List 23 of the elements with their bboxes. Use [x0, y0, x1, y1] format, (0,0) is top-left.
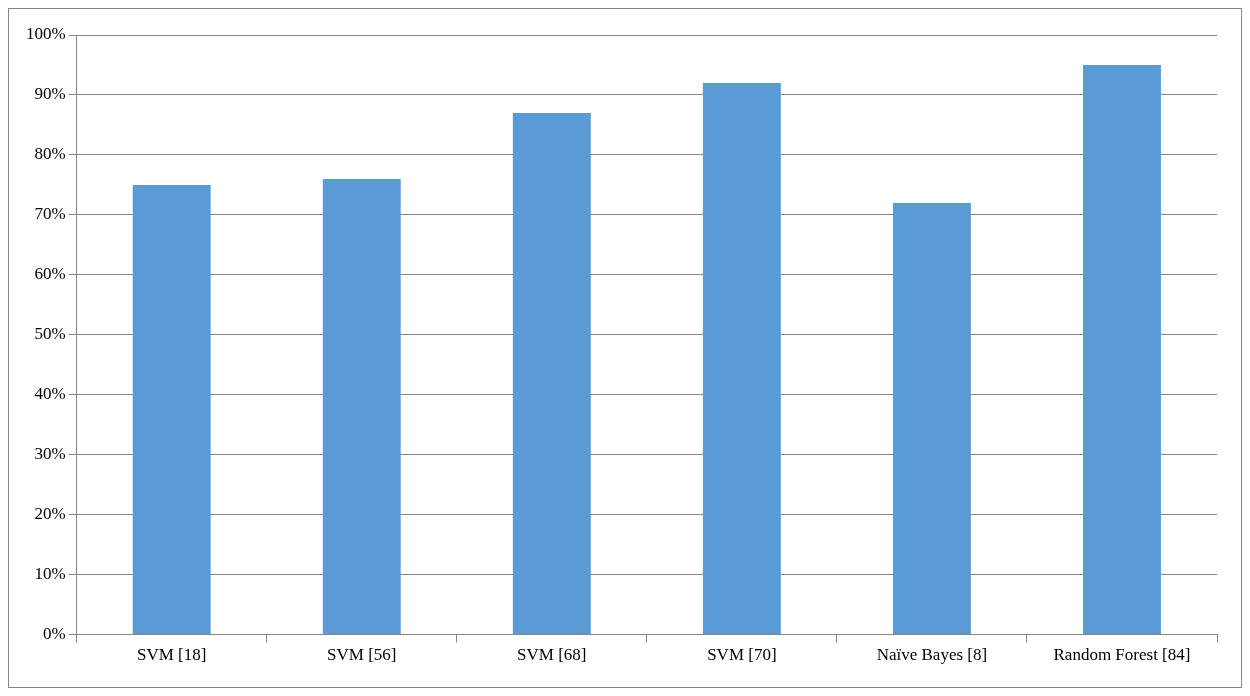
bar — [322, 178, 401, 635]
x-tick-label: SVM [68] — [517, 645, 587, 665]
x-tick-label: Random Forest [84] — [1053, 645, 1191, 665]
y-tick-label: 20% — [34, 504, 66, 524]
x-tick-label: SVM [56] — [327, 645, 397, 665]
y-tick-label: 100% — [25, 24, 66, 44]
y-tick-label: 10% — [34, 564, 66, 584]
x-tick-label: Naïve Bayes [8] — [876, 645, 988, 665]
bar — [892, 202, 971, 635]
bar — [512, 112, 591, 635]
y-tick-label: 80% — [34, 144, 66, 164]
bar — [702, 82, 781, 635]
x-tick-label: SVM [18] — [136, 645, 207, 665]
y-tick-label: 90% — [34, 84, 66, 104]
y-tick-label: 60% — [34, 264, 66, 284]
y-tick-label: 50% — [34, 324, 66, 344]
bar — [1083, 64, 1161, 635]
y-tick-label: 30% — [34, 444, 66, 464]
y-tick-label: 0% — [42, 624, 66, 644]
bar — [132, 184, 211, 635]
y-tick-label: 40% — [34, 384, 66, 404]
y-tick-label: 70% — [34, 204, 66, 224]
x-tick-label: SVM [70] — [707, 645, 777, 665]
